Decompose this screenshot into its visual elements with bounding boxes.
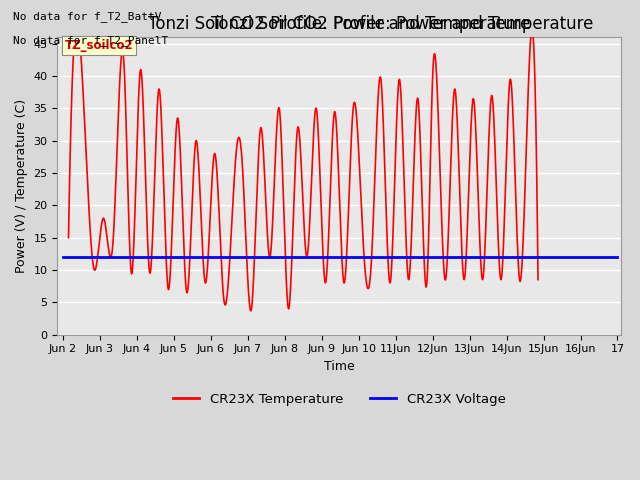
Legend: CR23X Temperature, CR23X Voltage: CR23X Temperature, CR23X Voltage <box>168 387 511 411</box>
X-axis label: Time: Time <box>324 360 355 373</box>
Text: No data for f_T2_PanelT: No data for f_T2_PanelT <box>13 35 168 46</box>
Text: No data for f_T2_BattV: No data for f_T2_BattV <box>13 11 161 22</box>
Y-axis label: Power (V) / Temperature (C): Power (V) / Temperature (C) <box>15 99 28 273</box>
Text: Tonzi Soil CO2 Profile: Power and Temperature: Tonzi Soil CO2 Profile: Power and Temper… <box>211 15 593 33</box>
Text: TZ_soilco2: TZ_soilco2 <box>65 39 133 52</box>
Title: Tonzi Soil CO2 Profile: Power and Temperature: Tonzi Soil CO2 Profile: Power and Temper… <box>148 15 531 33</box>
